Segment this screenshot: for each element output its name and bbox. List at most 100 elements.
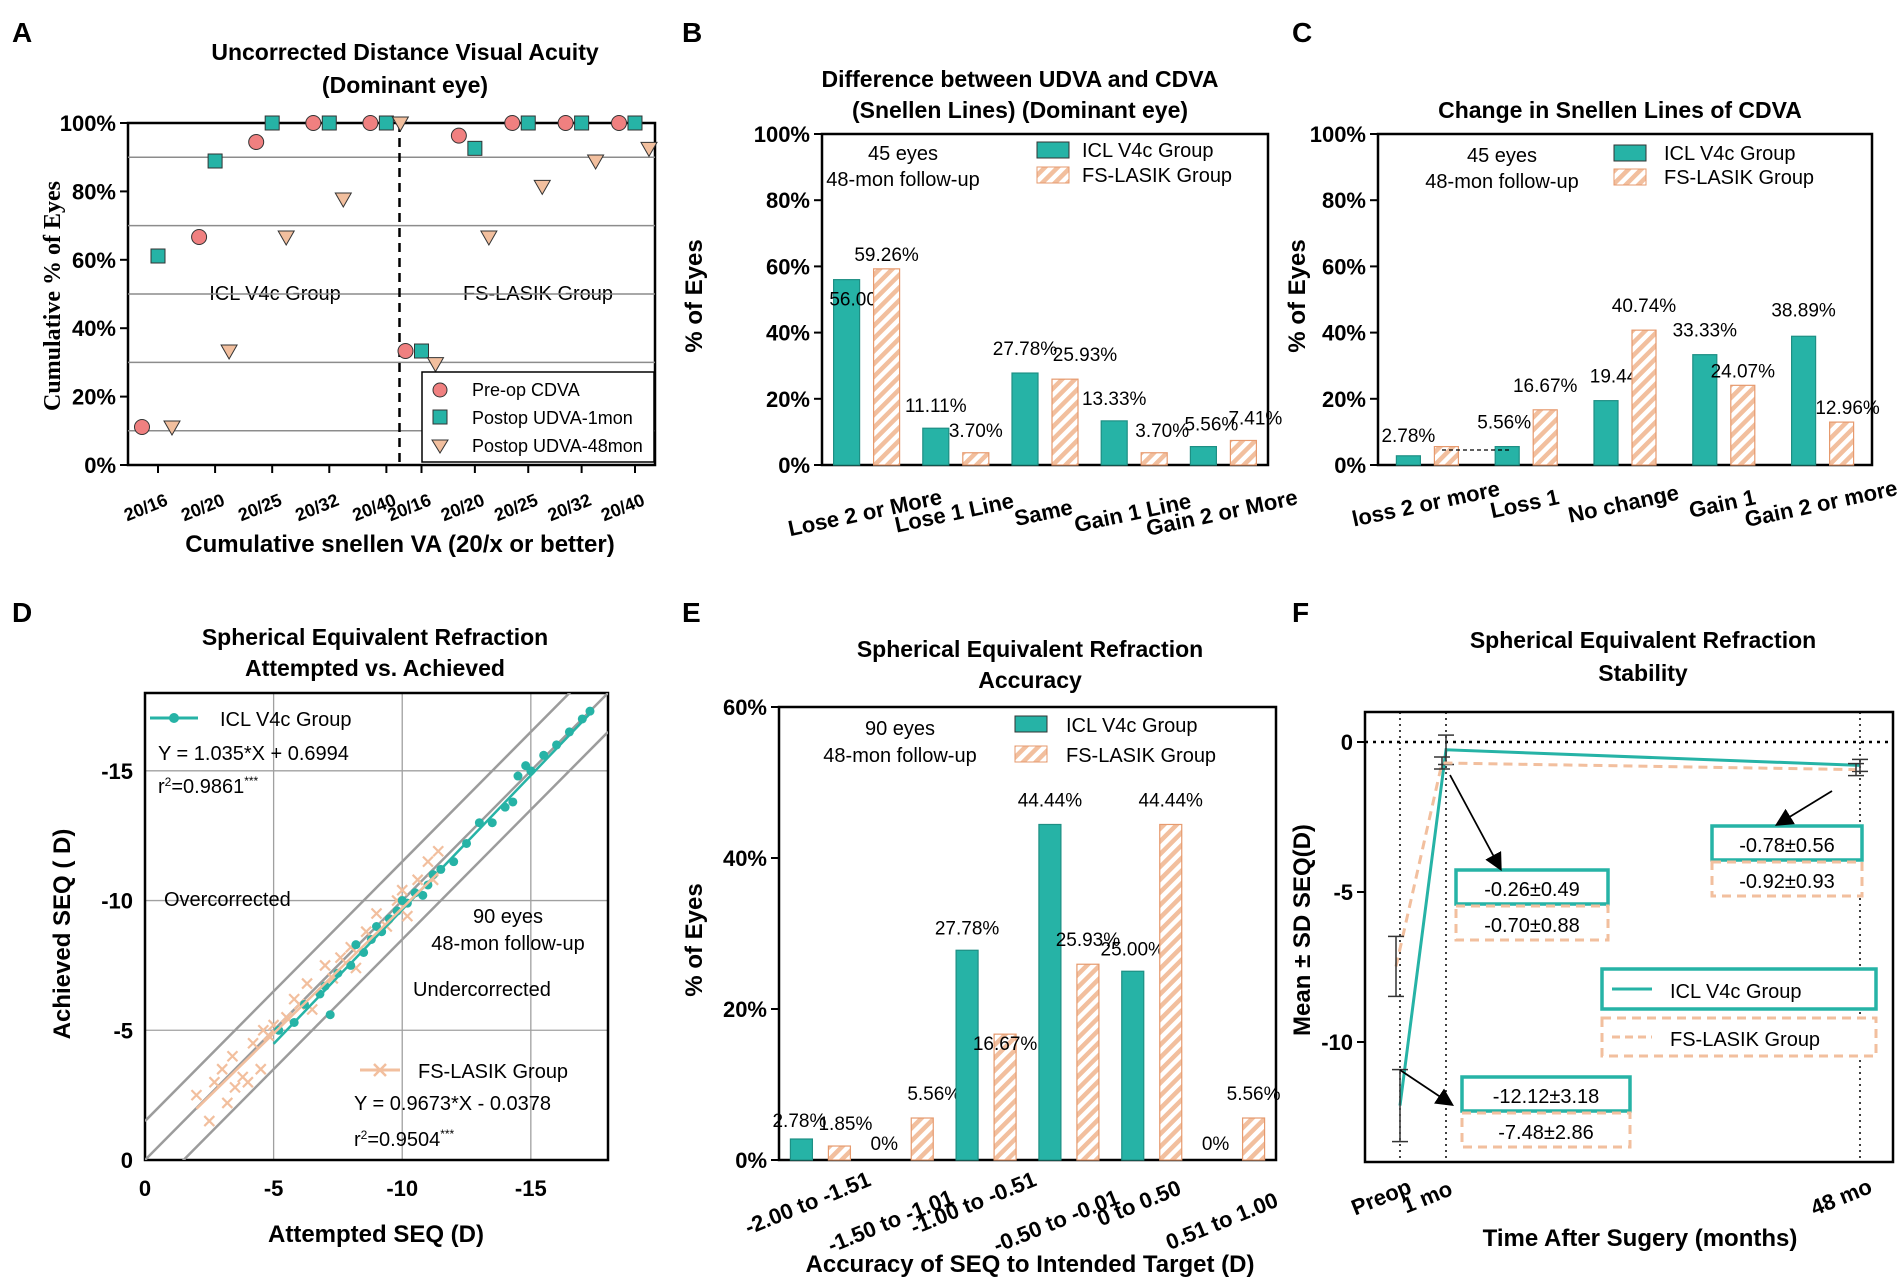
lasik-point (432, 845, 445, 858)
postop-48mon-point (533, 179, 552, 196)
lasik-value-callout: -0.92±0.93 (1710, 860, 1864, 898)
panel-d-icl-sig: *** (244, 774, 258, 788)
panel-d: D Spherical Equivalent Refraction Attemp… (12, 597, 610, 1248)
icl-value-label: 5.56% (1184, 415, 1238, 436)
icl-bar (1790, 335, 1817, 466)
icl-point (359, 947, 369, 957)
legend-icl-swatch (1613, 144, 1647, 162)
lasik-value-label: 3.70% (1135, 421, 1189, 442)
lasik-point (360, 925, 372, 938)
y-tick-label: 20% (723, 997, 767, 1022)
icl-point (577, 714, 587, 724)
panel-f-legend-icl-box (1600, 967, 1878, 1011)
icl-value-label: 0% (871, 1134, 899, 1155)
y-tick-label: -5 (113, 1018, 133, 1043)
panel-b-legend-lasik: FS-LASIK Group (1082, 165, 1232, 187)
y-tick-label: 80% (1322, 188, 1366, 213)
icl-bar (789, 1138, 814, 1161)
panel-b-legend-icl: ICL V4c Group (1082, 140, 1214, 162)
panel-d-legend-icl: ICL V4c Group (220, 709, 352, 731)
panel-d-lasik-r2-value: 0.9504 (379, 1129, 440, 1151)
panel-a-legend-1mon: Postop UDVA-1mon (472, 408, 633, 428)
icl-value-label: 0% (1202, 1134, 1230, 1155)
svg-text:-12.12±3.18: -12.12±3.18 (1493, 1086, 1600, 1108)
x-tick-label: 0 (139, 1176, 151, 1201)
lasik-bar (910, 1117, 934, 1161)
preop-cdva-point (557, 115, 574, 131)
panel-d-icl-r2-value: 0.9861 (183, 776, 244, 798)
panel-e-x-label: Accuracy of SEQ to Intended Target (D) (806, 1251, 1255, 1278)
y-tick-label: -10 (101, 889, 133, 914)
postop-48mon-point (640, 141, 658, 158)
lasik-bar (1730, 384, 1756, 466)
lasik-point (208, 1076, 221, 1088)
y-tick-label: 0% (735, 1148, 767, 1173)
icl-point (487, 818, 497, 828)
icl-bar (922, 427, 950, 466)
panel-b-letter: B (682, 17, 702, 48)
panel-c-y-label: % of Eyes (1284, 239, 1311, 352)
icl-point (351, 940, 361, 950)
lasik-trend-line (1394, 761, 1857, 967)
panel-a-letter: A (12, 17, 32, 48)
preop-cdva-point (248, 134, 265, 151)
lasik-value-label: 25.93% (1053, 345, 1118, 366)
postop-1mon-point (467, 140, 483, 156)
icl-point (418, 890, 428, 900)
callout-arrow (1449, 774, 1502, 872)
y-tick-label: 20% (766, 387, 810, 412)
lasik-value-label: 5.56% (1227, 1084, 1281, 1105)
preop-cdva-point (362, 115, 379, 131)
icl-bar (955, 949, 979, 1161)
lasik-bar (993, 1033, 1017, 1161)
svg-text:-0.78±0.56: -0.78±0.56 (1739, 835, 1835, 857)
postop-48mon-point (426, 357, 445, 373)
panel-e-note-line2: 48-mon follow-up (823, 745, 976, 767)
panel-e-title-line2: Accuracy (978, 667, 1082, 693)
svg-text:-0.70±0.88: -0.70±0.88 (1484, 915, 1580, 937)
lasik-bar (1828, 421, 1855, 466)
icl-bar (832, 279, 861, 466)
svg-text:-0.26±0.49: -0.26±0.49 (1484, 879, 1580, 901)
panel-d-overcorrected-label: Overcorrected (164, 889, 291, 911)
panel-e-legend-lasik: FS-LASIK Group (1066, 745, 1216, 767)
panel-d-note-line1: 90 eyes (473, 906, 543, 928)
lasik-regression-line (195, 872, 440, 1110)
postop-1mon-point (414, 343, 429, 359)
legend-icl-dot (169, 713, 179, 723)
panel-c-frame (1376, 132, 1874, 467)
panel-f-legend-icl: ICL V4c Group (1670, 981, 1802, 1003)
lasik-point (203, 1115, 216, 1127)
panel-c-legend: ICL V4c Group FS-LASIK Group (1613, 143, 1814, 189)
legend-1mon-square (432, 409, 448, 425)
panel-a-legend: Pre-op CDVA Postop UDVA-1mon Postop UDVA… (421, 371, 655, 463)
postop-1mon-point (378, 115, 394, 131)
icl-bar (1038, 823, 1062, 1161)
panel-e-note-line1: 90 eyes (865, 718, 935, 740)
x-category-label: No change (1566, 480, 1681, 528)
panel-b-title-line2: (Snellen Lines) (Dominant eye) (852, 97, 1188, 123)
panel-c-legend-icl: ICL V4c Group (1664, 143, 1796, 165)
icl-value-label: 11.11% (905, 396, 967, 417)
panel-f-letter: F (1292, 597, 1309, 628)
lasik-point (334, 951, 347, 964)
panel-b-note-line2: 48-mon follow-up (826, 169, 979, 191)
icl-bar (1011, 372, 1039, 466)
icl-value-label: 13.33% (1082, 389, 1147, 410)
y-tick-label: 80% (72, 179, 116, 204)
panel-e-frame (777, 705, 1278, 1162)
callout-arrow (1774, 790, 1833, 826)
legend-lasik-x (373, 1063, 387, 1077)
lasik-bar (827, 1145, 852, 1161)
x-category-label: 20/16 (121, 490, 170, 525)
icl-point (513, 771, 523, 781)
preop-cdva-point (610, 115, 627, 131)
svg-text:-7.48±2.86: -7.48±2.86 (1498, 1122, 1594, 1144)
panel-a: A Uncorrected Distance Visual Acuity (Do… (12, 17, 658, 558)
icl-value-label: 38.89% (1771, 300, 1836, 321)
icl-point (346, 960, 356, 970)
x-category-label: 20/32 (545, 490, 594, 525)
lasik-point (301, 977, 313, 990)
x-tick-label: -15 (515, 1176, 547, 1201)
